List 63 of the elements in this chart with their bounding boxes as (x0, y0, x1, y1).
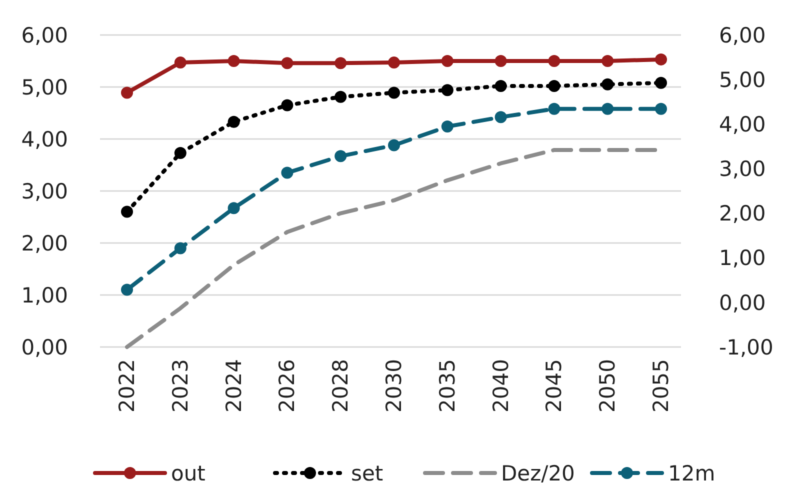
y2-tick-label: 6,00 (719, 23, 766, 48)
point (494, 111, 507, 124)
x-tick-label: 2030 (382, 359, 406, 412)
y2-tick-label: 4,00 (719, 112, 766, 136)
y-tick-label: 5,00 (21, 75, 68, 100)
point (602, 78, 614, 90)
point (441, 84, 454, 96)
x-tick-label: 2022 (115, 359, 139, 412)
point (334, 150, 347, 162)
x-tick-label: 2026 (275, 359, 300, 412)
point (228, 202, 240, 214)
point (121, 86, 133, 99)
point (388, 56, 400, 69)
y-tick-label: 0,00 (21, 335, 68, 360)
y2-tick-label: -1,00 (719, 335, 774, 360)
point (548, 102, 560, 115)
legend-label: Dez/20 (501, 461, 575, 486)
point (121, 284, 133, 296)
point (494, 55, 507, 67)
y2-tick-label: 1,00 (719, 246, 766, 270)
point (334, 57, 347, 70)
y-tick-label: 6,00 (21, 23, 68, 48)
y2-tick-label: 5,00 (719, 68, 766, 92)
point (655, 102, 667, 115)
y-tick-label: 2,00 (21, 231, 68, 256)
point (281, 57, 294, 70)
legend-label: 12m (668, 461, 716, 486)
point (494, 80, 507, 92)
y2-tick-label: 3,00 (719, 157, 766, 182)
y2-tick-label: 0,00 (719, 290, 766, 315)
y-tick-label: 3,00 (21, 179, 68, 204)
point (174, 242, 186, 254)
x-tick-label: 2055 (649, 359, 673, 412)
y2-tick-label: 2,00 (719, 202, 766, 226)
point (655, 53, 667, 66)
x-tick-label: 2045 (542, 359, 566, 412)
point (281, 166, 294, 179)
point (388, 139, 400, 152)
point (388, 86, 400, 99)
x-tick-label: 2024 (222, 359, 246, 412)
point (441, 55, 454, 67)
point (334, 90, 347, 103)
point (228, 116, 240, 128)
point (548, 55, 560, 67)
point (441, 120, 454, 133)
x-tick-label: 2028 (328, 359, 353, 412)
point (602, 55, 614, 67)
legend-label: out (171, 461, 206, 486)
point (174, 147, 186, 160)
point (281, 99, 294, 112)
point (174, 56, 186, 69)
point (121, 206, 133, 218)
x-tick-label: 2050 (596, 359, 620, 412)
point (655, 76, 667, 89)
point (548, 80, 560, 92)
y-tick-label: 4,00 (21, 127, 68, 152)
x-tick-label: 2023 (168, 359, 192, 412)
y-tick-label: 1,00 (21, 283, 68, 308)
legend-label: set (351, 461, 384, 486)
x-tick-label: 2040 (488, 359, 513, 412)
point (602, 102, 614, 115)
x-tick-label: 2035 (435, 359, 460, 412)
point (228, 55, 240, 67)
